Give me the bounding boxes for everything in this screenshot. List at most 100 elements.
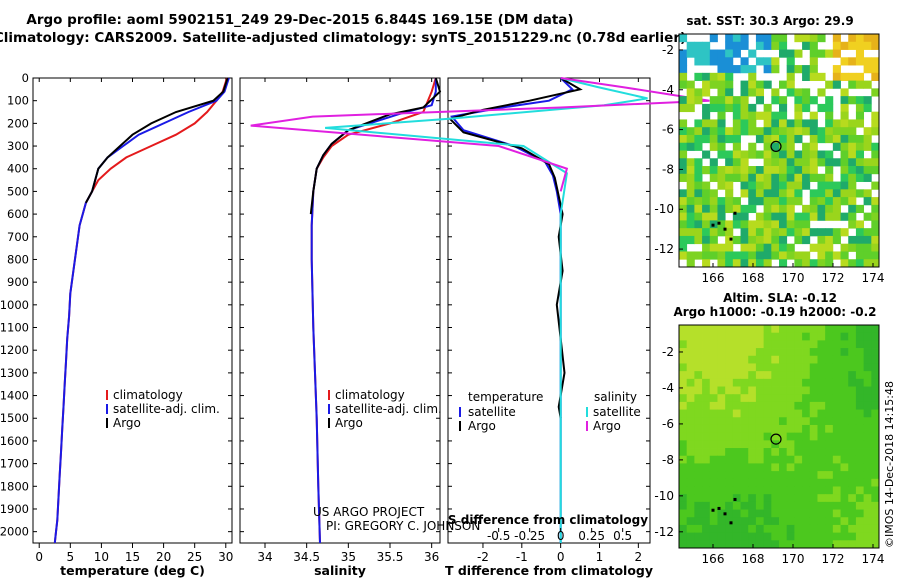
map-cell — [855, 424, 865, 434]
map-cell — [702, 332, 711, 341]
map-cell — [809, 355, 818, 364]
map-cell — [732, 348, 741, 357]
map-cell — [755, 235, 765, 245]
map-cell — [855, 348, 865, 357]
map-cell — [725, 158, 734, 167]
map-cell — [740, 41, 749, 50]
map-cell — [679, 235, 688, 245]
map-cell — [755, 96, 765, 105]
map-cell — [679, 127, 688, 136]
map-cell — [809, 409, 818, 418]
map-cell — [725, 243, 734, 252]
map-cell — [709, 524, 718, 534]
map-cell — [694, 173, 703, 182]
map-cell — [840, 325, 849, 334]
map-cell — [763, 197, 772, 206]
map-cell — [779, 494, 788, 503]
map-cell — [748, 166, 757, 175]
map-cell — [725, 417, 734, 426]
map-cell — [771, 494, 780, 503]
map-cell — [802, 417, 811, 426]
map-cell — [717, 340, 726, 349]
map-cell — [802, 158, 811, 167]
map-cell — [809, 371, 818, 380]
map-cell — [840, 181, 849, 190]
map-cell — [779, 417, 788, 426]
map-cell — [855, 394, 865, 403]
map-cell — [794, 448, 803, 457]
map-cell — [809, 517, 818, 526]
map-cell — [717, 181, 726, 190]
map-cell — [702, 509, 711, 518]
map-cell — [779, 119, 788, 128]
map-cell — [709, 509, 718, 518]
depth-tick-label: 600 — [7, 207, 29, 221]
map-cell — [702, 166, 711, 175]
map-cell — [686, 197, 695, 206]
map-cell — [832, 540, 841, 549]
map-cell — [840, 448, 849, 457]
map-cell — [725, 332, 734, 341]
map-cell — [755, 259, 765, 268]
map-cell — [779, 332, 788, 341]
map-cell — [848, 332, 857, 341]
map-cell — [694, 204, 703, 214]
map-cell — [755, 532, 765, 541]
map-cell — [771, 181, 780, 190]
map-cell — [763, 540, 772, 549]
map-cell — [871, 448, 880, 457]
map-cell — [848, 448, 857, 457]
map-cell — [725, 501, 734, 510]
map-cell — [863, 243, 872, 252]
map-cell — [809, 540, 818, 549]
map-cell — [702, 501, 711, 510]
map-cell — [871, 355, 880, 364]
map-cell — [825, 501, 834, 510]
map-cell — [686, 378, 695, 387]
map-cell — [840, 440, 849, 449]
map-cell — [840, 432, 849, 441]
map-cell — [740, 220, 749, 229]
map-cell — [740, 486, 749, 495]
map-cell — [755, 348, 765, 357]
map-cell — [817, 181, 826, 190]
map-cell — [702, 463, 711, 472]
map-cell — [840, 417, 849, 426]
map-cell — [794, 228, 803, 237]
map-cell — [832, 378, 841, 387]
map-cell — [702, 111, 711, 120]
map-cell — [748, 197, 757, 206]
map-cell — [848, 478, 857, 487]
map-cell — [817, 355, 826, 364]
map-cell — [686, 127, 695, 136]
map-cell — [732, 432, 741, 441]
map-cell — [825, 478, 834, 487]
map-cell — [817, 340, 826, 349]
map-cell — [686, 228, 695, 237]
map-cell — [840, 394, 849, 403]
map-cell — [694, 325, 703, 334]
map-cell — [779, 440, 788, 449]
s-tick-label: -0.25 — [514, 529, 545, 543]
x-tick-label: 15 — [125, 550, 140, 564]
map-cell — [732, 509, 741, 518]
map-cell — [809, 72, 818, 81]
map-cell — [709, 501, 718, 510]
map-cell — [802, 212, 811, 221]
s-tick-label: 0.5 — [613, 529, 632, 543]
map-cell — [855, 96, 865, 105]
map-cell — [794, 259, 803, 268]
map-cell — [725, 524, 734, 534]
map-cell — [771, 41, 780, 50]
map-cell — [840, 517, 849, 526]
map-cell — [771, 424, 780, 434]
map-cell — [871, 401, 880, 410]
map-cell — [686, 259, 695, 268]
panel-t-frame — [32, 77, 233, 544]
map-cell — [863, 463, 872, 472]
map-cell — [840, 228, 849, 237]
map-cell — [686, 166, 695, 175]
x-tick-label: 35.5 — [377, 550, 404, 564]
map-cell — [740, 119, 749, 128]
map-cell — [763, 386, 772, 395]
